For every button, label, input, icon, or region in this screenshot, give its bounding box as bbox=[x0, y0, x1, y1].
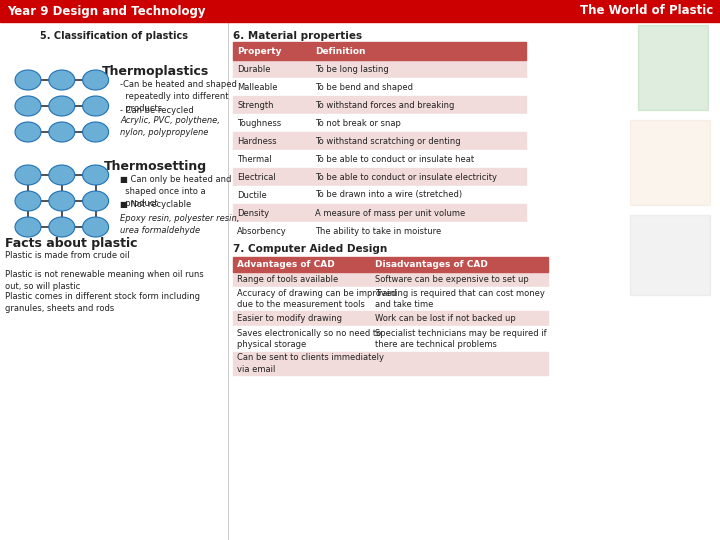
Text: To withstand scratching or denting: To withstand scratching or denting bbox=[315, 137, 461, 145]
Ellipse shape bbox=[15, 70, 41, 90]
Text: Epoxy resin, polyester resin,
urea formaldehyde: Epoxy resin, polyester resin, urea forma… bbox=[120, 214, 239, 235]
Text: Plastic is made from crude oil: Plastic is made from crude oil bbox=[5, 251, 130, 260]
Text: ■ Not recyclable: ■ Not recyclable bbox=[120, 200, 192, 209]
Bar bbox=[233, 114, 526, 132]
Bar bbox=[233, 352, 548, 375]
Ellipse shape bbox=[83, 217, 109, 237]
Text: Thermoplastics: Thermoplastics bbox=[102, 65, 209, 78]
Text: The ability to take in moisture: The ability to take in moisture bbox=[315, 226, 441, 235]
Text: Electrical: Electrical bbox=[237, 172, 276, 181]
Bar bbox=[233, 326, 548, 352]
Text: Durable: Durable bbox=[237, 64, 271, 73]
Text: Range of tools available: Range of tools available bbox=[237, 275, 338, 284]
Bar bbox=[233, 272, 548, 287]
Text: -Can be heated and shaped
  repeatedly into different
  products: -Can be heated and shaped repeatedly int… bbox=[120, 80, 237, 113]
Text: To be bend and shaped: To be bend and shaped bbox=[315, 83, 413, 91]
Ellipse shape bbox=[15, 122, 41, 142]
Bar bbox=[233, 222, 526, 240]
Text: Specialist technicians may be required if
there are technical problems: Specialist technicians may be required i… bbox=[375, 329, 546, 349]
Bar bbox=[233, 42, 526, 60]
Text: Strength: Strength bbox=[237, 100, 274, 110]
Text: Year 9 Design and Technology: Year 9 Design and Technology bbox=[7, 4, 205, 17]
Text: - Can be recycled: - Can be recycled bbox=[120, 106, 194, 115]
Text: Property: Property bbox=[237, 46, 282, 56]
Text: Malleable: Malleable bbox=[237, 83, 277, 91]
Bar bbox=[233, 186, 526, 204]
Text: To be long lasting: To be long lasting bbox=[315, 64, 389, 73]
Ellipse shape bbox=[83, 191, 109, 211]
Text: Thermal: Thermal bbox=[237, 154, 271, 164]
Ellipse shape bbox=[15, 217, 41, 237]
Text: Advantages of CAD: Advantages of CAD bbox=[237, 260, 335, 269]
Ellipse shape bbox=[83, 165, 109, 185]
Bar bbox=[233, 60, 526, 78]
Bar bbox=[0, 0, 720, 22]
Bar bbox=[233, 132, 526, 150]
Text: Disadvantages of CAD: Disadvantages of CAD bbox=[375, 260, 488, 269]
Ellipse shape bbox=[15, 165, 41, 185]
Ellipse shape bbox=[15, 96, 41, 116]
Ellipse shape bbox=[83, 122, 109, 142]
Bar bbox=[233, 78, 526, 96]
Text: Density: Density bbox=[237, 208, 269, 218]
Text: ■ Can only be heated and
  shaped once into a
  product: ■ Can only be heated and shaped once int… bbox=[120, 175, 231, 207]
Ellipse shape bbox=[49, 217, 75, 237]
Bar bbox=[233, 168, 526, 186]
Text: Can be sent to clients immediately
via email: Can be sent to clients immediately via e… bbox=[237, 354, 384, 374]
Text: The World of Plastic: The World of Plastic bbox=[580, 4, 713, 17]
Text: Easier to modify drawing: Easier to modify drawing bbox=[237, 314, 342, 323]
Bar bbox=[233, 204, 526, 222]
Text: 7. Computer Aided Design: 7. Computer Aided Design bbox=[233, 244, 387, 254]
Text: Software can be expensive to set up: Software can be expensive to set up bbox=[375, 275, 528, 284]
Ellipse shape bbox=[49, 165, 75, 185]
Text: Work can be lost if not backed up: Work can be lost if not backed up bbox=[375, 314, 516, 323]
Text: Thermosetting: Thermosetting bbox=[104, 160, 207, 173]
Text: To not break or snap: To not break or snap bbox=[315, 118, 401, 127]
Text: Plastic is not renewable meaning when oil runs
out, so will plastic: Plastic is not renewable meaning when oi… bbox=[5, 270, 204, 291]
Ellipse shape bbox=[49, 191, 75, 211]
Text: Absorbency: Absorbency bbox=[237, 226, 287, 235]
Bar bbox=[233, 150, 526, 168]
Text: Definition: Definition bbox=[315, 46, 366, 56]
Bar bbox=[630, 215, 710, 295]
Ellipse shape bbox=[49, 70, 75, 90]
Text: Hardness: Hardness bbox=[237, 137, 276, 145]
Ellipse shape bbox=[49, 96, 75, 116]
Ellipse shape bbox=[83, 70, 109, 90]
Text: Ductile: Ductile bbox=[237, 191, 266, 199]
Text: Training is required that can cost money
and take time: Training is required that can cost money… bbox=[375, 289, 545, 309]
Text: 5. Classification of plastics: 5. Classification of plastics bbox=[40, 31, 188, 41]
Text: Plastic comes in different stock form including
granules, sheets and rods: Plastic comes in different stock form in… bbox=[5, 292, 200, 313]
Text: Accuracy of drawing can be improved
due to the measurement tools: Accuracy of drawing can be improved due … bbox=[237, 289, 397, 309]
Text: To be able to conduct or insulate heat: To be able to conduct or insulate heat bbox=[315, 154, 474, 164]
Bar bbox=[233, 311, 548, 326]
Text: –: – bbox=[95, 160, 100, 170]
Text: Acrylic, PVC, polythene,
nylon, polypropylene: Acrylic, PVC, polythene, nylon, polyprop… bbox=[120, 116, 220, 137]
Ellipse shape bbox=[15, 191, 41, 211]
Text: To be able to conduct or insulate electricity: To be able to conduct or insulate electr… bbox=[315, 172, 497, 181]
Text: A measure of mass per unit volume: A measure of mass per unit volume bbox=[315, 208, 465, 218]
Bar bbox=[630, 120, 710, 205]
Text: 6. Material properties: 6. Material properties bbox=[233, 31, 362, 41]
Bar bbox=[233, 287, 548, 311]
Bar bbox=[233, 96, 526, 114]
Text: To withstand forces and breaking: To withstand forces and breaking bbox=[315, 100, 454, 110]
Text: Facts about plastic: Facts about plastic bbox=[5, 237, 138, 250]
Text: Toughness: Toughness bbox=[237, 118, 282, 127]
Ellipse shape bbox=[49, 122, 75, 142]
Bar bbox=[233, 257, 548, 272]
Text: To be drawn into a wire (stretched): To be drawn into a wire (stretched) bbox=[315, 191, 462, 199]
Ellipse shape bbox=[83, 96, 109, 116]
Bar bbox=[638, 25, 708, 110]
Text: Saves electronically so no need to
physical storage: Saves electronically so no need to physi… bbox=[237, 329, 382, 349]
